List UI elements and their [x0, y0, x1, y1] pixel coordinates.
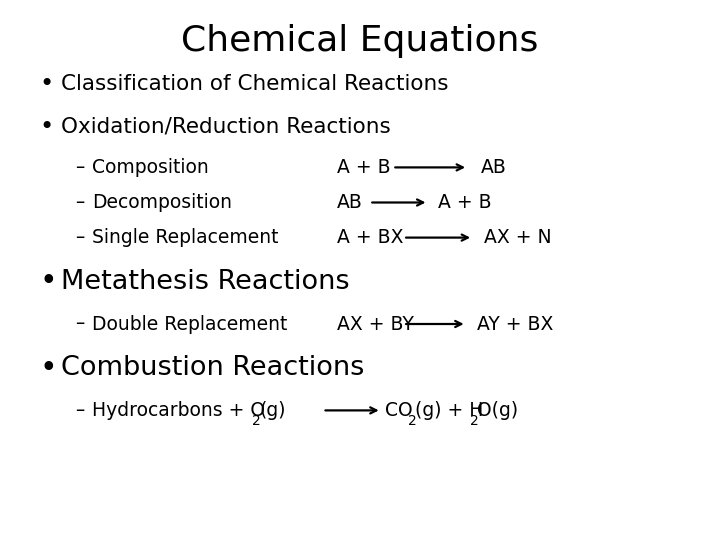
Text: •: • — [40, 72, 54, 96]
Text: (g) + H: (g) + H — [415, 401, 483, 420]
Text: AB: AB — [337, 193, 363, 212]
Text: A + B: A + B — [438, 193, 491, 212]
Text: Metathesis Reactions: Metathesis Reactions — [61, 269, 350, 295]
Text: A + BX: A + BX — [337, 228, 403, 247]
Text: CO: CO — [385, 401, 413, 420]
Text: (g): (g) — [259, 401, 286, 420]
Text: Hydrocarbons + O: Hydrocarbons + O — [92, 401, 265, 420]
Text: –: – — [76, 228, 85, 247]
Text: AB: AB — [481, 158, 507, 177]
Text: •: • — [40, 115, 54, 139]
Text: 2: 2 — [252, 414, 261, 428]
Text: Decomposition: Decomposition — [92, 193, 232, 212]
Text: O(g): O(g) — [477, 401, 518, 420]
Text: –: – — [76, 401, 85, 420]
Text: AY + BX: AY + BX — [477, 314, 554, 334]
Text: Composition: Composition — [92, 158, 209, 177]
Text: 2: 2 — [470, 414, 479, 428]
Text: AX + N: AX + N — [484, 228, 552, 247]
Text: Combustion Reactions: Combustion Reactions — [61, 355, 364, 381]
Text: 2: 2 — [408, 414, 416, 428]
Text: Classification of Chemical Reactions: Classification of Chemical Reactions — [61, 73, 449, 94]
Text: Chemical Equations: Chemical Equations — [181, 24, 539, 58]
Text: –: – — [76, 158, 85, 177]
Text: Oxidation/Reduction Reactions: Oxidation/Reduction Reactions — [61, 117, 391, 137]
Text: Double Replacement: Double Replacement — [92, 314, 287, 334]
Text: A + B: A + B — [337, 158, 390, 177]
Text: •: • — [40, 354, 57, 383]
Text: •: • — [40, 267, 57, 296]
Text: AX + BY: AX + BY — [337, 314, 414, 334]
Text: –: – — [76, 314, 85, 334]
Text: Single Replacement: Single Replacement — [92, 228, 279, 247]
Text: –: – — [76, 193, 85, 212]
